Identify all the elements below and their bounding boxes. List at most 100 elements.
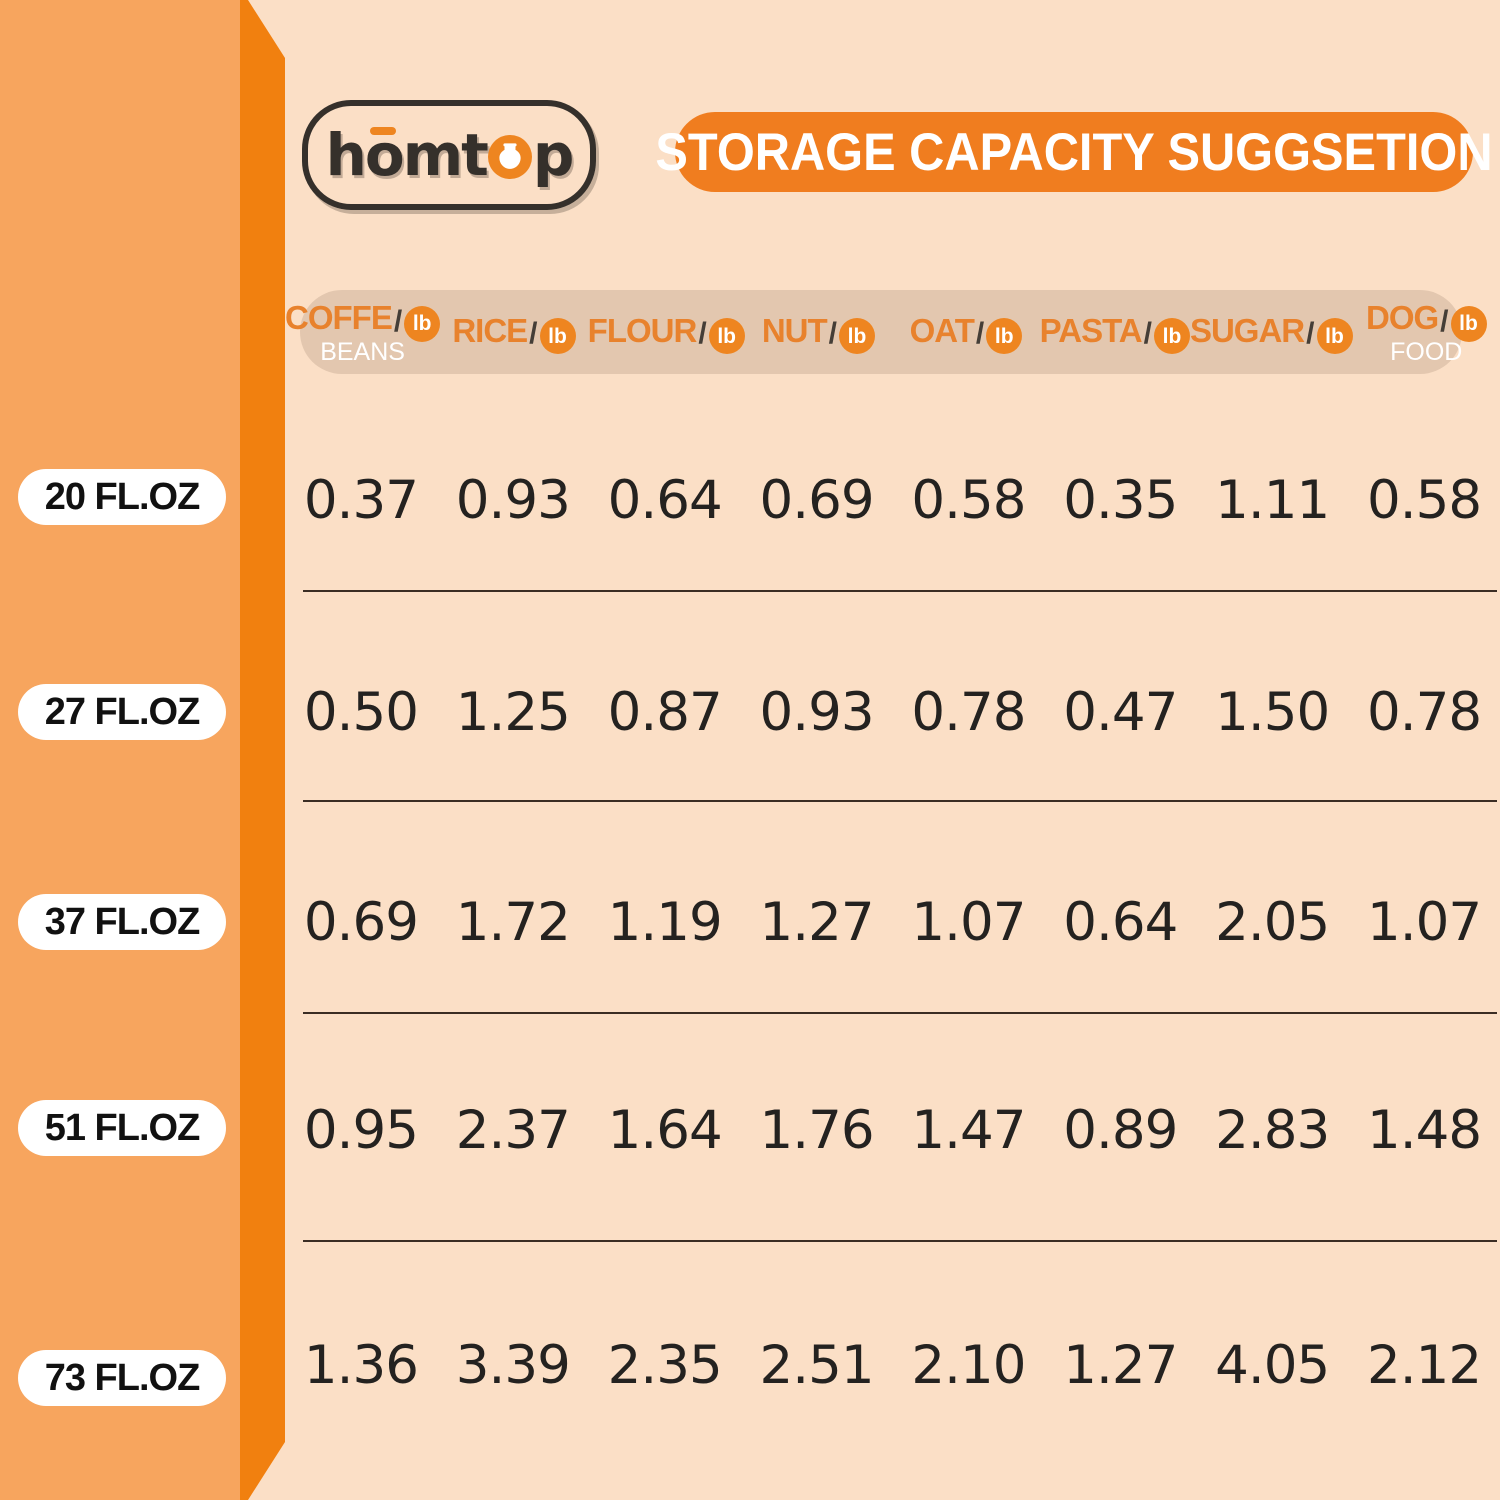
- capacity-value: 0.50: [303, 681, 419, 743]
- unit-badge: lb: [708, 318, 745, 354]
- capacity-row-51floz: 0.95 2.37 1.64 1.76 1.47 0.89 2.83 1.48: [285, 1090, 1500, 1170]
- capacity-value: 1.50: [1215, 681, 1330, 743]
- row-separator: [303, 1012, 1497, 1014]
- capacity-value: 0.93: [455, 469, 571, 531]
- row-separator: [303, 1240, 1497, 1242]
- unit-badge: lb: [1450, 305, 1487, 342]
- capacity-value: 1.48: [1367, 1099, 1482, 1161]
- capacity-value: 0.78: [1367, 681, 1482, 743]
- column-header-flour: FLOUR / lb: [587, 311, 745, 354]
- slash-separator: /: [393, 304, 403, 338]
- unit-badge: lb: [1316, 318, 1353, 354]
- column-header-dog-food: DOG / lb FOOD: [1353, 300, 1500, 365]
- column-subname: FOOD: [1390, 337, 1463, 366]
- logo-letter: p: [532, 121, 575, 189]
- size-pill-73floz: 73 FL.OZ: [18, 1350, 226, 1406]
- slash-separator: /: [1306, 317, 1315, 350]
- unit-badge: lb: [539, 318, 576, 354]
- logo-letters: mt: [402, 121, 489, 189]
- brand-logo-text: homt p: [326, 121, 575, 189]
- size-pill-20floz: 20 FL.OZ: [18, 469, 226, 525]
- capacity-value: 1.36: [303, 1334, 419, 1396]
- capacity-value: 2.83: [1215, 1099, 1330, 1161]
- column-header-sugar: SUGAR / lb: [1189, 311, 1353, 354]
- capacity-value: 1.19: [607, 891, 723, 953]
- slash-separator: /: [1440, 304, 1449, 338]
- unit-badge: lb: [839, 318, 875, 354]
- capacity-value: 2.51: [759, 1334, 875, 1396]
- column-name: RICE: [452, 311, 528, 349]
- capacity-value: 0.69: [303, 891, 419, 953]
- column-header-oat: OAT / lb: [892, 311, 1040, 354]
- column-subname: BEANS: [320, 337, 405, 366]
- unit-badge: lb: [1153, 318, 1190, 354]
- capacity-value: 2.05: [1215, 891, 1330, 953]
- capacity-value: 1.27: [1063, 1334, 1178, 1396]
- capacity-value: 0.47: [1063, 681, 1178, 743]
- slash-separator: /: [529, 317, 538, 350]
- column-header-line: COFFE / lb: [285, 299, 441, 342]
- capacity-value: 0.58: [1367, 469, 1482, 531]
- column-header-rice: RICE / lb: [440, 311, 588, 354]
- slash-separator: /: [975, 317, 985, 350]
- capacity-value: 0.35: [1063, 469, 1178, 531]
- capacity-value: 4.05: [1215, 1334, 1330, 1396]
- capacity-value: 1.47: [911, 1099, 1026, 1161]
- column-header-bar: [300, 290, 1462, 374]
- capacity-value: 2.35: [607, 1334, 723, 1396]
- column-name: NUT: [761, 311, 828, 349]
- capacity-value: 1.76: [759, 1099, 875, 1161]
- capacity-value: 1.11: [1215, 469, 1330, 531]
- column-header-line: NUT / lb: [761, 311, 875, 354]
- size-pill-27floz: 27 FL.OZ: [18, 684, 226, 740]
- capacity-value: 1.64: [607, 1099, 723, 1161]
- capacity-value: 2.10: [911, 1334, 1026, 1396]
- left-orange-band: [0, 0, 240, 1500]
- capacity-row-20floz: 0.37 0.93 0.64 0.69 0.58 0.35 1.11 0.58: [285, 460, 1500, 540]
- size-pill-51floz: 51 FL.OZ: [18, 1100, 226, 1156]
- column-name: PASTA: [1039, 311, 1143, 349]
- capacity-value: 2.12: [1367, 1334, 1482, 1396]
- title-banner: STORAGE CAPACITY SUGGSETION: [655, 112, 1493, 192]
- dark-orange-spine: [240, 0, 285, 1500]
- capacity-value: 1.25: [455, 681, 571, 743]
- logo-letter: h: [325, 121, 367, 189]
- slash-separator: /: [1143, 317, 1152, 350]
- column-header-nut: NUT / lb: [745, 311, 893, 354]
- capacity-value: 3.39: [455, 1334, 571, 1396]
- capacity-value: 0.95: [303, 1099, 419, 1161]
- column-header-line: PASTA / lb: [1039, 311, 1190, 354]
- logo-letter-o-macron: o: [364, 121, 405, 189]
- column-name: OAT: [909, 311, 975, 349]
- column-header-coffee-beans: COFFE / lb BEANS: [285, 299, 441, 366]
- capacity-value: 1.07: [911, 891, 1026, 953]
- capacity-value: 0.89: [1063, 1099, 1178, 1161]
- capacity-value: 1.27: [759, 891, 875, 953]
- size-pill-37floz: 37 FL.OZ: [18, 894, 226, 950]
- column-header-line: SUGAR / lb: [1189, 311, 1353, 354]
- jar-icon: [487, 135, 532, 179]
- capacity-value: 1.72: [455, 891, 571, 953]
- capacity-value: 0.78: [911, 681, 1026, 743]
- column-header-row: COFFE / lb BEANS RICE / lb FLOUR / lb: [285, 290, 1500, 374]
- unit-badge: lb: [986, 318, 1023, 354]
- capacity-value: 0.37: [303, 469, 419, 531]
- row-separator: [303, 590, 1497, 592]
- capacity-row-27floz: 0.50 1.25 0.87 0.93 0.78 0.47 1.50 0.78: [285, 672, 1500, 752]
- column-header-line: RICE / lb: [452, 311, 576, 354]
- capacity-value: 0.64: [1063, 891, 1178, 953]
- capacity-value: 0.93: [759, 681, 875, 743]
- column-name: FLOUR: [587, 311, 698, 349]
- column-name: DOG: [1365, 299, 1439, 336]
- row-separator: [303, 800, 1497, 802]
- column-name: SUGAR: [1189, 311, 1305, 349]
- capacity-value: 2.37: [455, 1099, 571, 1161]
- page-title: STORAGE CAPACITY SUGGSETION: [655, 122, 1493, 182]
- capacity-row-37floz: 0.69 1.72 1.19 1.27 1.07 0.64 2.05 1.07: [285, 882, 1500, 962]
- slash-separator: /: [698, 317, 707, 350]
- column-name: COFFE: [285, 299, 393, 336]
- column-header-line: FLOUR / lb: [587, 311, 745, 354]
- unit-badge: lb: [404, 305, 441, 342]
- column-header-line: OAT / lb: [909, 311, 1023, 354]
